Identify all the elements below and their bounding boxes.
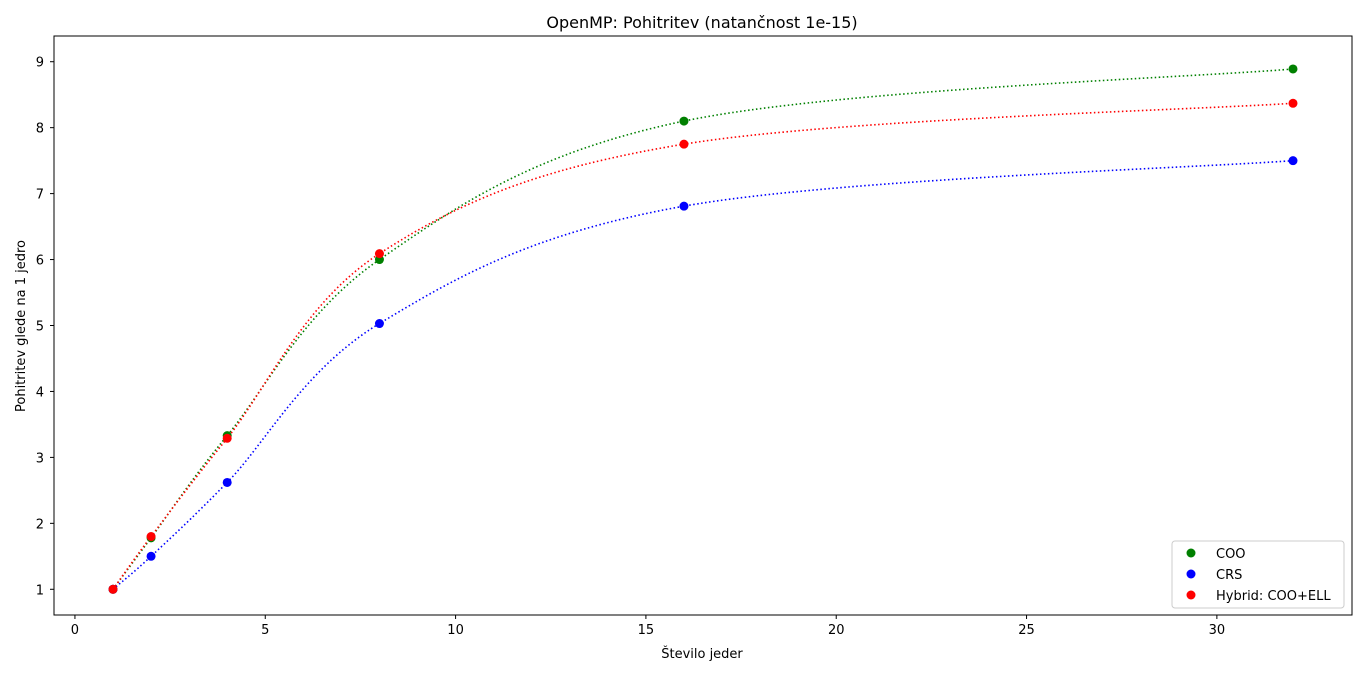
data-point [679,139,689,149]
legend-marker [1186,590,1196,600]
data-point [679,201,689,211]
trend-line-1 [112,159,1294,590]
data-points [108,64,1298,594]
data-point [146,532,156,542]
legend-marker [1186,569,1196,579]
y-tick-label: 2 [36,517,44,532]
trend-line-2 [112,102,1294,590]
data-point [222,433,232,443]
legend-entry: Hybrid: COO+ELL [1216,589,1331,604]
y-axis-label: Pohitritev glede na 1 jedro [14,240,29,412]
y-axis: 1 2 3 4 5 6 7 8 9 [36,56,54,598]
data-point [1288,156,1298,166]
trend-line-0 [112,68,1294,590]
x-axis: 0 5 10 15 20 25 30 [71,615,1225,638]
data-point [1288,64,1298,74]
legend-marker [1186,548,1196,558]
data-point [222,477,232,487]
legend-entry: CRS [1216,568,1242,583]
legend: COO CRS Hybrid: COO+ELL [1171,540,1345,609]
y-tick-label: 5 [36,320,44,335]
x-axis-label: Število jeder [661,646,743,662]
x-tick-label: 25 [1018,623,1035,638]
plot-area-frame [53,35,1353,616]
data-point [679,116,689,126]
x-tick-label: 0 [71,623,79,638]
x-tick-label: 20 [828,623,845,638]
x-tick-label: 10 [447,623,464,638]
y-tick-label: 1 [36,583,44,598]
x-tick-label: 15 [638,623,655,638]
data-point [374,249,384,259]
data-point [108,584,118,594]
data-point [1288,98,1298,108]
y-tick-label: 6 [36,254,44,269]
y-tick-label: 4 [36,385,44,400]
y-tick-label: 9 [36,56,44,71]
legend-box [1171,540,1345,609]
y-tick-label: 8 [36,122,44,137]
trend-lines [112,68,1294,590]
x-tick-label: 30 [1209,623,1226,638]
data-point [146,551,156,561]
x-tick-label: 5 [261,623,269,638]
chart-title: OpenMP: Pohitritev (natančnost 1e-15) [546,13,857,32]
y-tick-label: 3 [36,451,44,466]
data-point [374,319,384,329]
y-tick-label: 7 [36,188,44,203]
legend-entry: COO [1216,547,1246,562]
